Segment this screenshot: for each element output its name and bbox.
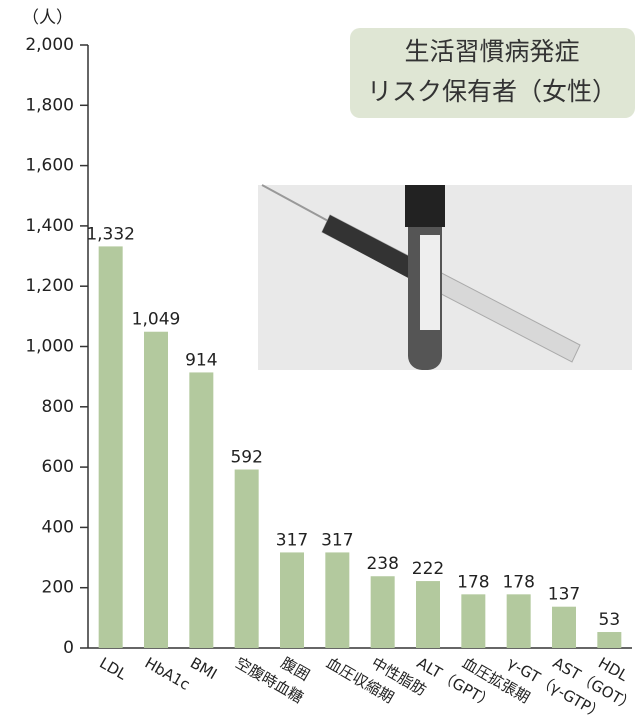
value-label: 178 [502,572,534,592]
bar [416,581,440,648]
bar [507,594,531,648]
y-tick-label: 800 [42,397,74,417]
bar [552,607,576,648]
page: 生活習慣病発症 リスク保有者（女性） （人） 0 200 400 600 800 1,00… [0,0,644,728]
value-label: 914 [185,350,217,370]
x-tick-label: HbA1c [142,654,193,694]
chart-title: リスク保有者（女性） [367,77,617,106]
bar [597,632,621,648]
bar [99,246,123,648]
y-tick-label: 600 [42,457,74,477]
y-tick-label: 1,200 [25,276,74,296]
value-label: 317 [321,530,353,550]
bar [144,332,168,648]
y-unit: （人） [22,8,73,28]
value-label: 238 [366,554,398,574]
value-label: 1,332 [86,224,135,244]
y-tick-label: 1,400 [25,216,74,236]
bar [371,576,395,648]
y-tick-label: 200 [42,578,74,598]
value-label: 317 [276,530,308,550]
value-label: 592 [230,448,262,468]
bar [461,594,485,648]
bar [280,552,304,648]
value-label: 53 [599,610,621,630]
value-label: 222 [412,559,444,579]
value-label: 137 [548,585,580,605]
y-tick-label: 2,000 [25,35,74,55]
x-tick-label: LDL [96,654,130,684]
photo [258,185,632,370]
value-label: 1,049 [132,310,181,330]
bar [235,470,259,648]
chart: 生活習慣病発症 リスク保有者（女性） （人） 0 200 400 600 800 1,00… [0,0,644,728]
value-label: 178 [457,572,489,592]
y-tick-label: 400 [42,517,74,537]
y-tick-label: 1,800 [25,95,74,115]
bar [325,552,349,648]
chart-title: 生活習慣病発症 [404,37,579,66]
y-tick-label: 1,600 [25,156,74,176]
y-tick-label: 0 [63,638,74,658]
bar [189,372,213,648]
y-tick-label: 1,000 [25,337,74,357]
